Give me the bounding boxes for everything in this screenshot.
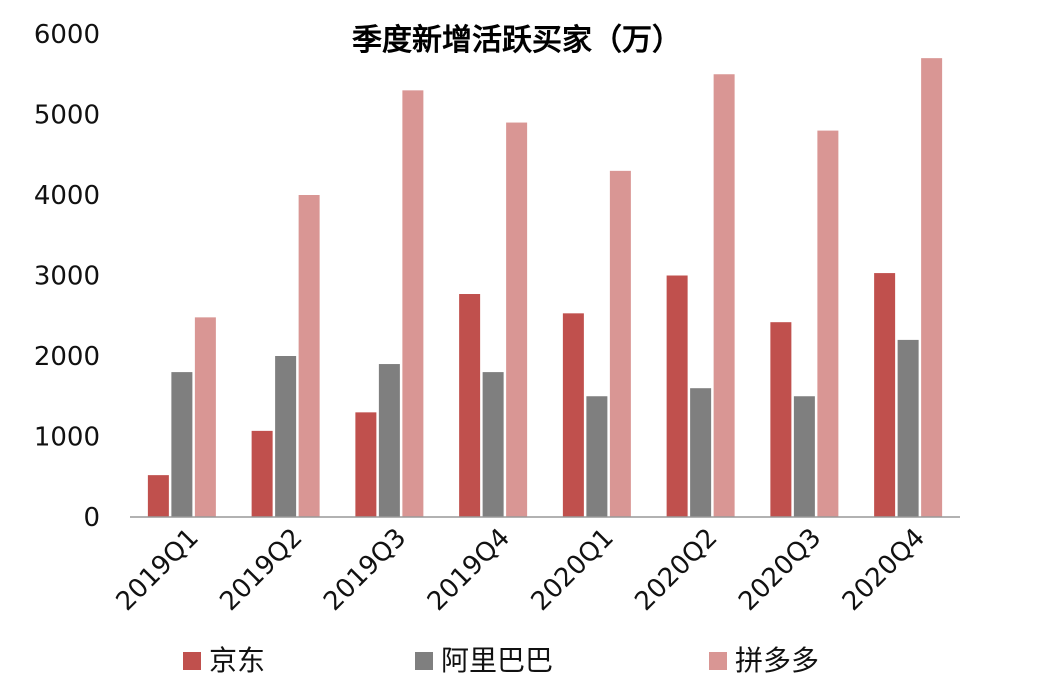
legend-label: 阿里巴巴: [441, 644, 553, 677]
bar: [713, 74, 735, 517]
x-tick-label: 2020Q2: [629, 523, 723, 617]
chart-title: 季度新增活跃买家（万）: [352, 23, 682, 58]
bar: [874, 273, 896, 517]
bar: [921, 58, 943, 518]
x-tick-label: 2019Q3: [318, 523, 412, 617]
legend-label: 拼多多: [735, 644, 819, 677]
y-axis: 0 1000 2000 3000 4000 5000 6000: [34, 20, 100, 533]
legend: 京东 阿里巴巴 拼多多: [183, 644, 819, 677]
y-tick-label: 4000: [34, 181, 100, 211]
y-tick-label: 0: [83, 503, 100, 533]
bar: [402, 90, 424, 517]
x-tick-label: 2020Q1: [526, 523, 620, 617]
bar: [378, 364, 400, 517]
bar: [355, 412, 377, 517]
legend-swatch: [415, 652, 433, 670]
bar: [298, 195, 320, 517]
y-tick-label: 2000: [34, 342, 100, 372]
legend-swatch: [709, 652, 727, 670]
bar: [194, 317, 216, 517]
bar: [690, 388, 712, 517]
x-tick-label: 2019Q4: [422, 523, 516, 617]
x-tick-label: 2020Q3: [733, 523, 827, 617]
y-tick-label: 5000: [34, 101, 100, 131]
bar: [171, 372, 193, 517]
legend-swatch: [183, 652, 201, 670]
bar: [666, 275, 688, 517]
legend-label: 京东: [209, 644, 265, 677]
legend-item: 京东: [183, 644, 265, 677]
bar: [459, 294, 481, 517]
bar: [817, 130, 839, 517]
legend-item: 阿里巴巴: [415, 644, 553, 677]
x-axis: 2019Q1 2019Q2 2019Q3 2019Q4 2020Q1 2020Q2 2020…: [111, 523, 931, 617]
y-tick-label: 3000: [34, 262, 100, 292]
bars: [147, 58, 943, 518]
bar: [147, 475, 169, 517]
y-tick-label: 6000: [34, 20, 100, 50]
bar: [251, 430, 273, 517]
bar: [506, 122, 528, 518]
x-tick-label: 2020Q4: [837, 523, 931, 617]
bar: [562, 313, 584, 517]
x-tick-label: 2019Q2: [214, 523, 308, 617]
bar: [275, 356, 297, 517]
bar: [482, 372, 504, 517]
bar: [586, 396, 608, 517]
x-tick-label: 2019Q1: [111, 523, 205, 617]
y-tick-label: 1000: [34, 423, 100, 453]
bar: [770, 322, 792, 517]
bar: [897, 339, 919, 517]
bar: [609, 170, 631, 517]
legend-item: 拼多多: [709, 644, 819, 677]
bar: [793, 396, 815, 517]
